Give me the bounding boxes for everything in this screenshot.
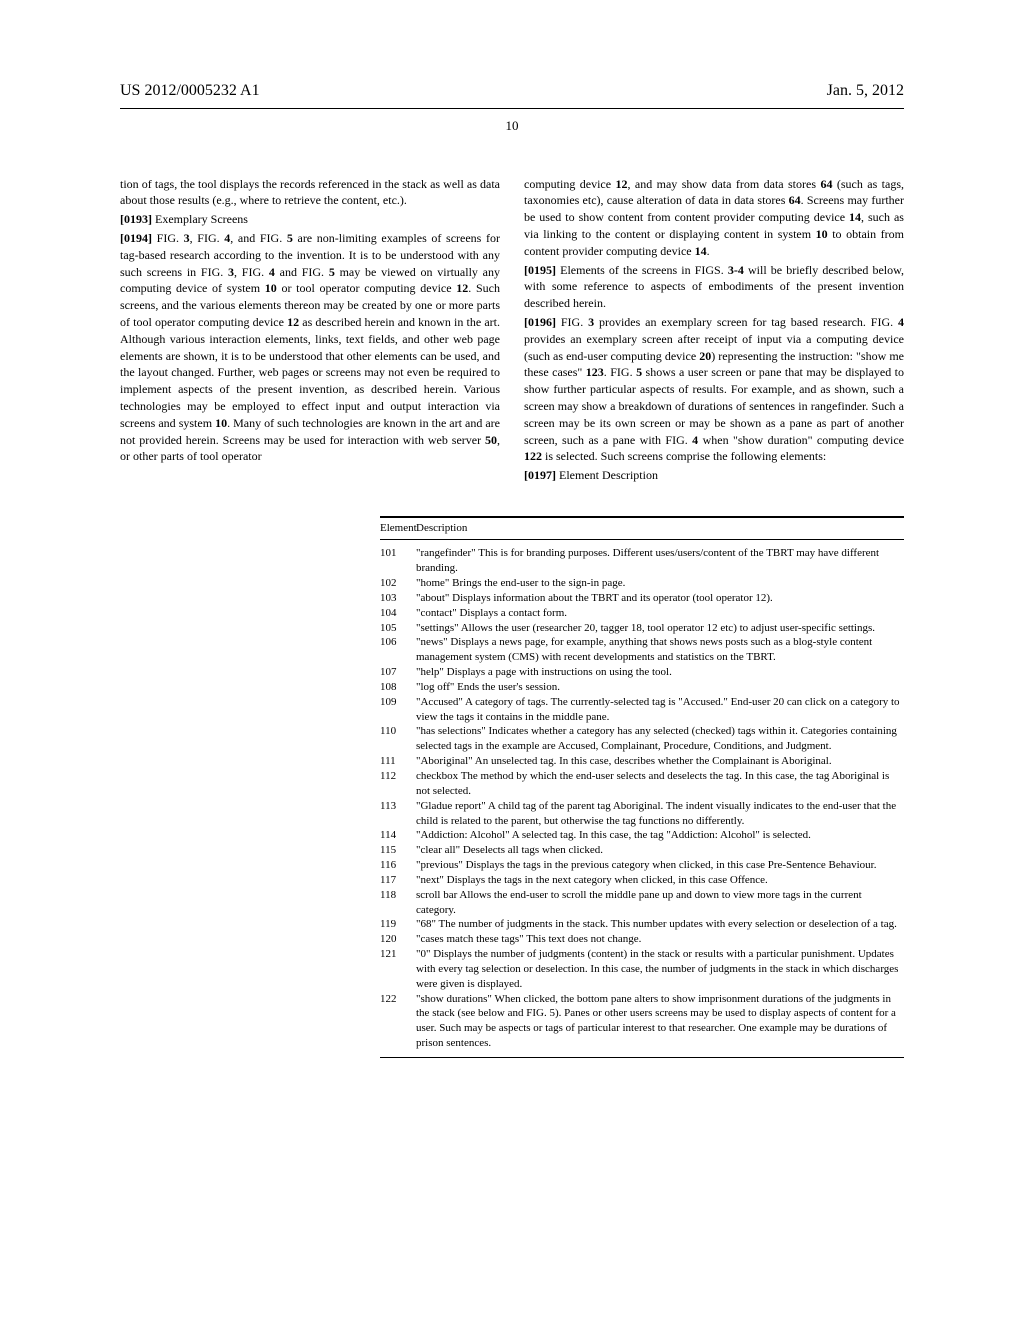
element-number: 105 [380, 621, 416, 636]
element-number: 120 [380, 932, 416, 947]
element-number: 115 [380, 843, 416, 858]
element-number: 107 [380, 665, 416, 680]
continuation-text-right: computing device 12, and may show data f… [524, 176, 904, 260]
element-description: "Gladue report" A child tag of the paren… [416, 799, 904, 829]
table-row: 102"home" Brings the end-user to the sig… [380, 576, 904, 591]
table-row: 122"show durations" When clicked, the bo… [380, 992, 904, 1051]
table-row: 107"help" Displays a page with instructi… [380, 665, 904, 680]
table-row: 106"news" Displays a news page, for exam… [380, 635, 904, 665]
para-text: FIG. 3, FIG. 4, and FIG. 5 are non-limit… [120, 231, 500, 463]
element-number: 101 [380, 546, 416, 576]
element-description: "contact" Displays a contact form. [416, 606, 904, 621]
element-description: "Accused" A category of tags. The curren… [416, 695, 904, 725]
para-text: FIG. 3 provides an exemplary screen for … [524, 315, 904, 463]
paragraph-0193: [0193] Exemplary Screens [120, 211, 500, 228]
para-text: Elements of the screens in FIGS. 3-4 wil… [524, 263, 904, 311]
element-description: "cases match these tags" This text does … [416, 932, 904, 947]
element-number: 114 [380, 828, 416, 843]
element-description: "next" Displays the tags in the next cat… [416, 873, 904, 888]
element-description: "previous" Displays the tags in the prev… [416, 858, 904, 873]
element-description: "home" Brings the end-user to the sign-i… [416, 576, 904, 591]
element-number: 102 [380, 576, 416, 591]
element-number: 118 [380, 888, 416, 918]
element-description: "news" Displays a news page, for example… [416, 635, 904, 665]
table-row: 109"Accused" A category of tags. The cur… [380, 695, 904, 725]
table-row: 103"about" Displays information about th… [380, 591, 904, 606]
paragraph-0197: [0197] Element Description [524, 467, 904, 484]
table-row: 105"settings" Allows the user (researche… [380, 621, 904, 636]
element-description: "Aboriginal" An unselected tag. In this … [416, 754, 904, 769]
para-text: Exemplary Screens [152, 212, 248, 226]
element-description: "help" Displays a page with instructions… [416, 665, 904, 680]
table-row: 113"Gladue report" A child tag of the pa… [380, 799, 904, 829]
paragraph-0195: [0195] Elements of the screens in FIGS. … [524, 262, 904, 312]
continuation-text: tion of tags, the tool displays the reco… [120, 176, 500, 210]
para-num: [0197] [524, 468, 556, 482]
table-row: 116"previous" Displays the tags in the p… [380, 858, 904, 873]
element-description: scroll bar Allows the end-user to scroll… [416, 888, 904, 918]
element-number: 113 [380, 799, 416, 829]
body-columns: tion of tags, the tool displays the reco… [100, 176, 924, 486]
element-number: 110 [380, 724, 416, 754]
para-num: [0194] [120, 231, 152, 245]
element-number: 117 [380, 873, 416, 888]
table-header-description: Description [416, 521, 467, 536]
table-row: 119"68" The number of judgments in the s… [380, 917, 904, 932]
publication-number: US 2012/0005232 A1 [120, 80, 260, 102]
table-row: 120"cases match these tags" This text do… [380, 932, 904, 947]
element-description: "show durations" When clicked, the botto… [416, 992, 904, 1051]
element-description: "about" Displays information about the T… [416, 591, 904, 606]
publication-date: Jan. 5, 2012 [827, 80, 904, 102]
table-row: 112checkbox The method by which the end-… [380, 769, 904, 799]
para-num: [0196] [524, 315, 556, 329]
element-description: "Addiction: Alcohol" A selected tag. In … [416, 828, 904, 843]
element-description: "log off" Ends the user's session. [416, 680, 904, 695]
element-number: 112 [380, 769, 416, 799]
table-row: 115"clear all" Deselects all tags when c… [380, 843, 904, 858]
para-num: [0193] [120, 212, 152, 226]
element-number: 104 [380, 606, 416, 621]
element-description: "rangefinder" This is for branding purpo… [416, 546, 904, 576]
table-row: 101"rangefinder" This is for branding pu… [380, 546, 904, 576]
para-num: [0195] [524, 263, 556, 277]
table-row: 118scroll bar Allows the end-user to scr… [380, 888, 904, 918]
table-row: 110"has selections" Indicates whether a … [380, 724, 904, 754]
para-text: Element Description [556, 468, 658, 482]
element-description: "has selections" Indicates whether a cat… [416, 724, 904, 754]
page-number: 10 [100, 117, 924, 135]
element-number: 103 [380, 591, 416, 606]
page-header: US 2012/0005232 A1 Jan. 5, 2012 [100, 80, 924, 102]
element-number: 122 [380, 992, 416, 1051]
table-header-element: Element [380, 521, 416, 536]
element-number: 111 [380, 754, 416, 769]
table-row: 114"Addiction: Alcohol" A selected tag. … [380, 828, 904, 843]
table-row: 111"Aboriginal" An unselected tag. In th… [380, 754, 904, 769]
paragraph-0194: [0194] FIG. 3, FIG. 4, and FIG. 5 are no… [120, 230, 500, 465]
paragraph-0196: [0196] FIG. 3 provides an exemplary scre… [524, 314, 904, 465]
header-rule [120, 108, 904, 109]
element-number: 116 [380, 858, 416, 873]
left-column: tion of tags, the tool displays the reco… [120, 176, 500, 486]
table-body: 101"rangefinder" This is for branding pu… [380, 540, 904, 1058]
element-description: "clear all" Deselects all tags when clic… [416, 843, 904, 858]
element-number: 108 [380, 680, 416, 695]
element-number: 109 [380, 695, 416, 725]
element-description: "0" Displays the number of judgments (co… [416, 947, 904, 992]
element-description: "settings" Allows the user (researcher 2… [416, 621, 904, 636]
table-header-row: Element Description [380, 517, 904, 540]
table-row: 121"0" Displays the number of judgments … [380, 947, 904, 992]
element-description: "68" The number of judgments in the stac… [416, 917, 904, 932]
table-row: 117"next" Displays the tags in the next … [380, 873, 904, 888]
table-row: 104"contact" Displays a contact form. [380, 606, 904, 621]
element-number: 119 [380, 917, 416, 932]
element-number: 121 [380, 947, 416, 992]
element-description-table: Element Description 101"rangefinder" Thi… [100, 516, 924, 1058]
element-number: 106 [380, 635, 416, 665]
right-column: computing device 12, and may show data f… [524, 176, 904, 486]
table-row: 108"log off" Ends the user's session. [380, 680, 904, 695]
element-description: checkbox The method by which the end-use… [416, 769, 904, 799]
